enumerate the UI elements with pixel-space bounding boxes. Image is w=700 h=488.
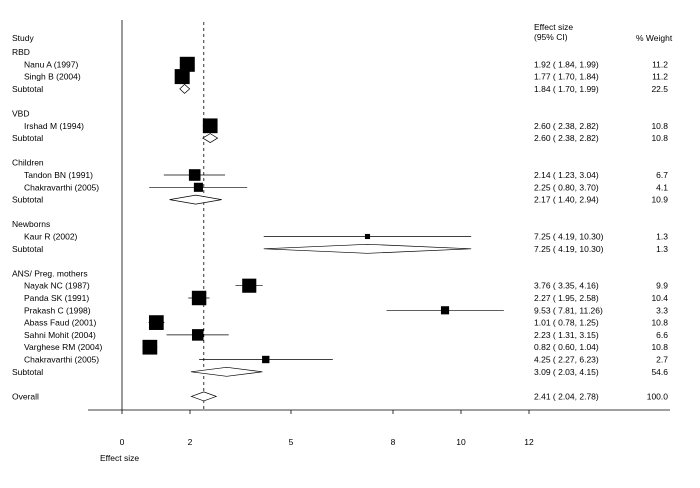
ci-text: 1.77 ( 1.70, 1.84) bbox=[534, 72, 599, 82]
group-label: RBD bbox=[12, 47, 30, 57]
subtotal-label: Subtotal bbox=[12, 133, 43, 143]
x-axis-label: Effect size bbox=[100, 453, 139, 463]
ci-text: 2.14 ( 1.23, 3.04) bbox=[534, 170, 599, 180]
weight-text: 6.6 bbox=[656, 330, 668, 340]
ci-text: 2.41 ( 2.04, 2.78) bbox=[534, 391, 599, 401]
overall-label: Overall bbox=[12, 391, 39, 401]
study-label: Nanu A (1997) bbox=[24, 59, 79, 69]
effect-size-marker bbox=[262, 355, 270, 364]
weight-text: 10.8 bbox=[651, 342, 668, 352]
study-label: Sahni Mohit (2004) bbox=[24, 330, 96, 340]
weight-column-header: % Weight bbox=[636, 33, 673, 43]
weight-text: 10.4 bbox=[651, 293, 668, 303]
ci-text: 1.84 ( 1.70, 1.99) bbox=[534, 84, 599, 94]
subtotal-label: Subtotal bbox=[12, 244, 43, 254]
ci-text: 2.60 ( 2.38, 2.82) bbox=[534, 133, 599, 143]
ci-column-header: (95% CI) bbox=[534, 32, 568, 42]
ci-text: 1.92 ( 1.84, 1.99) bbox=[534, 59, 599, 69]
weight-text: 3.3 bbox=[656, 305, 668, 315]
study-label: Nayak NC (1987) bbox=[24, 281, 90, 291]
ci-text: 7.25 ( 4.19, 10.30) bbox=[534, 244, 604, 254]
study-label: Chakravarthi (2005) bbox=[24, 355, 99, 365]
effect-size-marker bbox=[191, 290, 207, 306]
effect-size-marker bbox=[148, 315, 164, 330]
weight-text: 11.2 bbox=[652, 59, 668, 69]
x-tick-label: 12 bbox=[524, 437, 534, 447]
study-label: Varghese RM (2004) bbox=[24, 342, 102, 352]
subtotal-diamond bbox=[169, 194, 222, 205]
weight-text: 54.6 bbox=[651, 367, 668, 377]
study-label: Prakash C (1998) bbox=[24, 305, 91, 315]
x-tick-label: 2 bbox=[188, 437, 193, 447]
weight-text: 10.8 bbox=[651, 121, 668, 131]
weight-text: 2.7 bbox=[656, 355, 668, 365]
effect-size-marker bbox=[440, 306, 450, 315]
overall-diamond bbox=[190, 391, 218, 402]
x-axis: 0 2 5 8 10 12 bbox=[88, 409, 670, 447]
ci-text: 2.23 ( 1.31, 3.15) bbox=[534, 330, 599, 340]
weight-text: 6.7 bbox=[656, 170, 668, 180]
x-tick-label: 5 bbox=[289, 437, 294, 447]
weight-text: 10.9 bbox=[651, 195, 668, 205]
group-label: ANS/ Preg. mothers bbox=[12, 268, 88, 278]
study-label: Singh B (2004) bbox=[24, 72, 81, 82]
ci-text: 1.01 ( 0.78, 1.25) bbox=[534, 318, 599, 328]
ci-text: 2.17 ( 1.40, 2.94) bbox=[534, 195, 599, 205]
ci-text: 2.27 ( 1.95, 2.58) bbox=[534, 293, 599, 303]
study-label: Panda SK (1991) bbox=[24, 293, 89, 303]
weight-text: 1.3 bbox=[656, 244, 668, 254]
x-tick-label: 0 bbox=[120, 437, 125, 447]
effect-size-marker bbox=[202, 118, 218, 134]
group-label: Newborns bbox=[12, 219, 50, 229]
group-label: VBD bbox=[12, 109, 29, 119]
x-tick-label: 10 bbox=[456, 437, 466, 447]
weight-text: 1.3 bbox=[656, 232, 668, 242]
study-label: Abass Faud (2001) bbox=[24, 318, 96, 328]
header-row: Study Effect size (95% CI) % Weight bbox=[12, 22, 673, 43]
weight-text: 100.0 bbox=[647, 391, 669, 401]
subtotal-diamond bbox=[263, 243, 472, 254]
plot-frame bbox=[121, 20, 205, 410]
study-rows: RBD Nanu A (1997) 1.92 ( 1.84, 1.99) 11.2 Si… bbox=[12, 47, 668, 401]
effect-size-marker bbox=[188, 169, 201, 181]
study-label: Irshad M (1994) bbox=[24, 121, 84, 131]
ci-text: 7.25 ( 4.19, 10.30) bbox=[534, 232, 604, 242]
ci-text: 4.25 ( 2.27, 6.23) bbox=[534, 355, 599, 365]
ci-text: 2.25 ( 0.80, 3.70) bbox=[534, 182, 599, 192]
subtotal-label: Subtotal bbox=[12, 367, 43, 377]
subtotal-label: Subtotal bbox=[12, 195, 43, 205]
study-label: Tandon BN (1991) bbox=[24, 170, 93, 180]
weight-text: 4.1 bbox=[656, 182, 668, 192]
x-tick-label: 8 bbox=[391, 437, 396, 447]
study-label: Kaur R (2002) bbox=[24, 232, 78, 242]
weight-text: 22.5 bbox=[651, 84, 668, 94]
effect-size-marker bbox=[174, 69, 190, 85]
weight-text: 10.8 bbox=[651, 133, 668, 143]
effect-size-marker bbox=[179, 56, 195, 72]
study-label: Chakravarthi (2005) bbox=[24, 182, 99, 192]
ci-text: 2.60 ( 2.38, 2.82) bbox=[534, 121, 599, 131]
ci-text: 3.76 ( 3.35, 4.16) bbox=[534, 281, 599, 291]
effect-size-marker bbox=[142, 339, 158, 355]
ci-text: 0.82 ( 0.60, 1.04) bbox=[534, 342, 599, 352]
weight-text: 10.8 bbox=[651, 318, 668, 328]
ci-text: 9.53 ( 7.81, 11.26) bbox=[534, 305, 603, 315]
weight-text: 9.9 bbox=[656, 281, 668, 291]
study-column-header: Study bbox=[12, 33, 34, 43]
weight-text: 11.2 bbox=[652, 72, 668, 82]
effect-size-marker bbox=[242, 278, 257, 293]
subtotal-label: Subtotal bbox=[12, 84, 43, 94]
subtotal-diamond bbox=[190, 366, 263, 377]
effect-size-marker bbox=[193, 182, 203, 192]
group-label: Children bbox=[12, 158, 44, 168]
effect-size-marker bbox=[191, 329, 204, 341]
subtotal-diamond bbox=[179, 83, 191, 94]
effect-size-column-header: Effect size bbox=[534, 22, 573, 32]
subtotal-diamond bbox=[202, 133, 219, 144]
effect-size-marker bbox=[364, 233, 371, 240]
ci-text: 3.09 ( 2.03, 4.15) bbox=[534, 367, 599, 377]
